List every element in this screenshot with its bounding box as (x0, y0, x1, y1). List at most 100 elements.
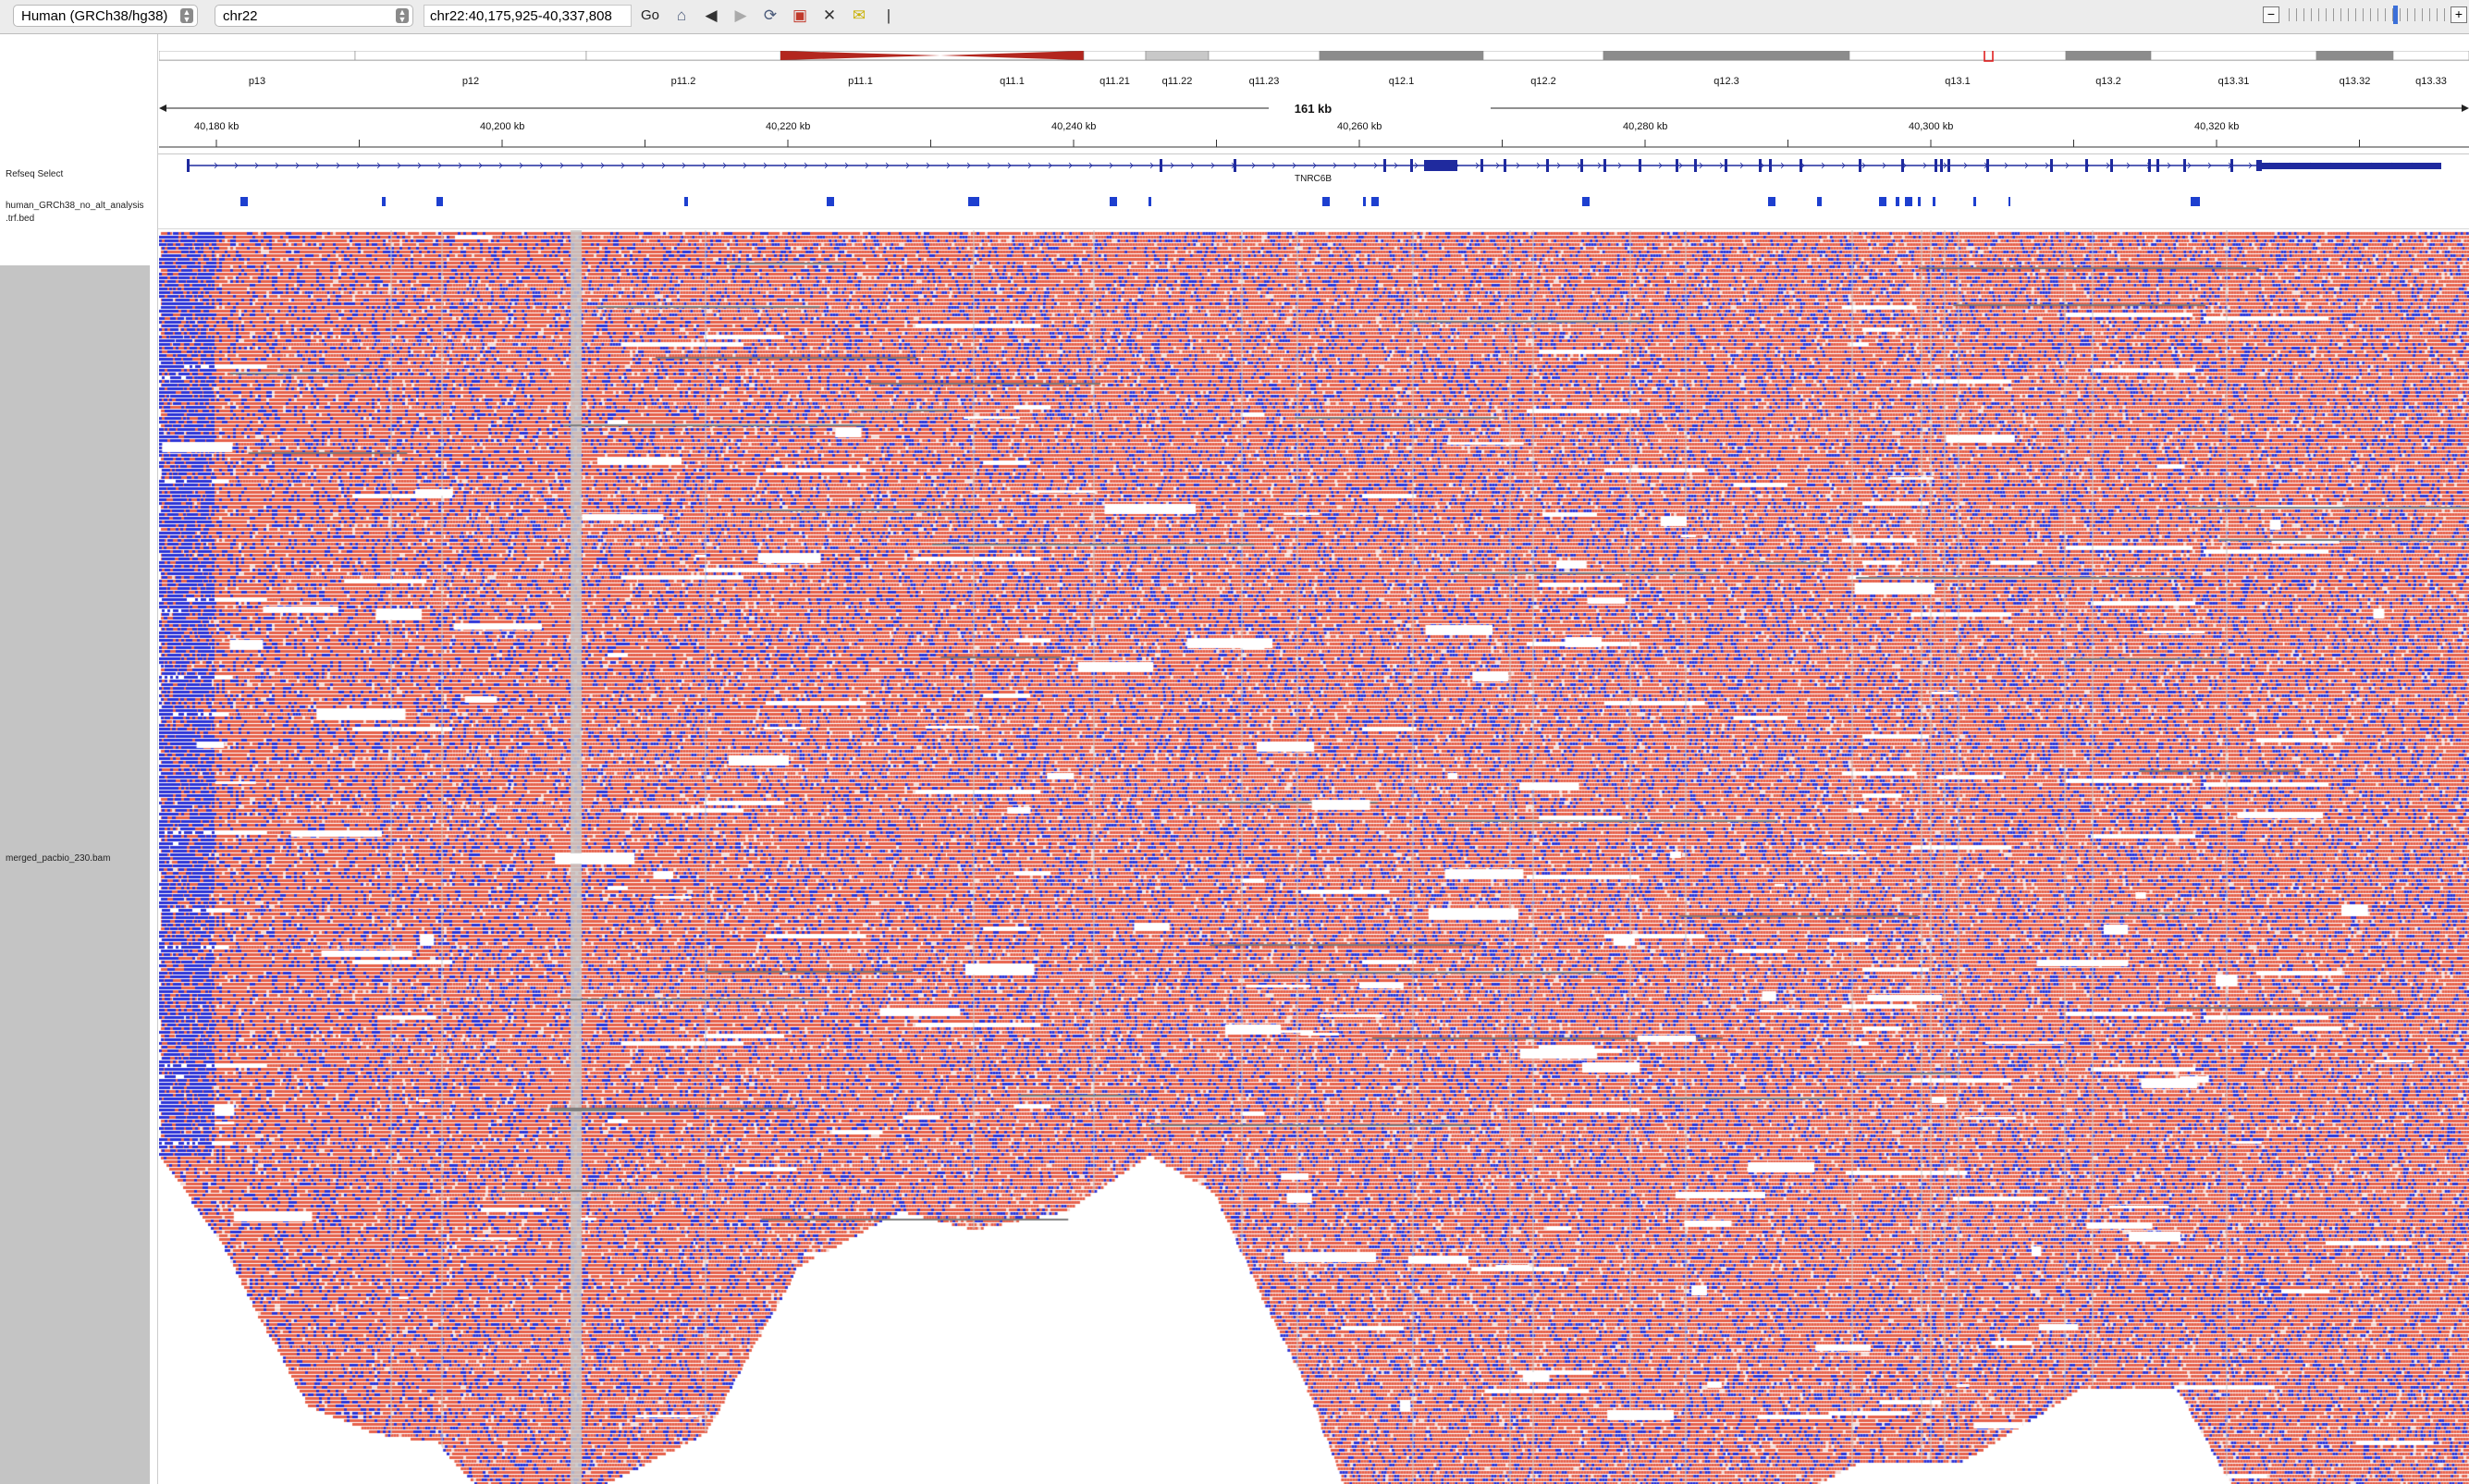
strand-arrow (1658, 162, 1663, 169)
strand-arrow (1597, 162, 1602, 169)
ideogram-band (1319, 51, 1484, 61)
track-name-trf-line1[interactable]: human_GRCh38_no_alt_analysis (6, 201, 144, 211)
dropdown-arrows-icon: ▲ ▼ (180, 8, 193, 24)
band-label: p12 (462, 76, 479, 87)
trf-feature (1879, 197, 1886, 206)
strand-arrow (1963, 162, 1968, 169)
strand-arrow (1251, 162, 1256, 169)
ideogram-band (159, 51, 356, 61)
genome-dropdown[interactable]: Human (GRCh38/hg38) ▲ ▼ (13, 5, 198, 27)
gene-exon (1504, 159, 1506, 172)
track-name-trf-line2[interactable]: .trf.bed (6, 214, 35, 224)
locus-input[interactable] (424, 5, 632, 27)
strand-arrow (661, 162, 666, 169)
gene-utr (2260, 163, 2441, 169)
strand-arrow (682, 162, 686, 169)
ruler-tick-label: 40,200 kb (480, 121, 524, 132)
back-arrow-icon[interactable]: ◀ (705, 6, 718, 24)
ruler-tick-label: 40,220 kb (766, 121, 810, 132)
genomic-ruler[interactable]: 161 kb 40,180 kb 40,200 kb 40,220 kb 40,240 … (159, 99, 2469, 154)
ruler-tick-label: 40,180 kb (194, 121, 239, 132)
ideogram-band (354, 51, 587, 61)
gene-exon (1580, 159, 1583, 172)
strand-arrow (498, 162, 503, 169)
track-name-refseq[interactable]: Refseq Select (6, 169, 64, 179)
strand-arrow (1109, 162, 1113, 169)
band-label: p13 (249, 76, 265, 87)
zoom-slider-thumb[interactable] (2393, 6, 2398, 24)
alignment-track[interactable] (159, 230, 2469, 1484)
refresh-icon[interactable]: ⟳ (763, 6, 778, 24)
ideogram-band (1145, 51, 1210, 61)
trf-feature (1110, 197, 1117, 206)
strand-arrow (1861, 162, 1866, 169)
toolbar: Human (GRCh38/hg38) ▲▼ chr22 ▲▼ Go ⌂ ◀ ▶… (0, 0, 2469, 34)
data-panel: p13 p12 p11.2 p11.1 q11.1 q11.21 q11.22 q11.23 q… (159, 34, 2469, 1484)
strand-arrow (437, 162, 442, 169)
gene-exon (1769, 159, 1772, 172)
strand-arrow (1821, 162, 1825, 169)
popup-info-icon[interactable]: ✉ (852, 6, 866, 24)
trf-feature (1896, 197, 1899, 206)
bam-track-name-area[interactable] (0, 265, 150, 1484)
strand-arrow (966, 162, 971, 169)
band-label: q13.1 (1945, 76, 1971, 87)
strand-arrow (1394, 162, 1398, 169)
trf-feature (382, 197, 386, 206)
track-name-panel: Refseq Select human_GRCh38_no_alt_analys… (0, 34, 158, 1484)
ruler-line-icon[interactable]: | (886, 6, 891, 24)
gene-exon (1947, 159, 1950, 172)
gene-label: TNRC6B (1295, 174, 1332, 184)
gene-exon (1234, 159, 1236, 172)
strand-arrow (275, 162, 279, 169)
ruler-tick-label: 40,300 kb (1909, 121, 1953, 132)
span-arrow-left (159, 104, 166, 112)
band-label: q11.23 (1249, 76, 1280, 87)
trf-feature (968, 197, 979, 206)
strand-arrow (315, 162, 320, 169)
strand-arrow (946, 162, 951, 169)
strand-arrow (336, 162, 340, 169)
gene-exon (1986, 159, 1989, 172)
centromere-band (940, 51, 1084, 60)
strand-arrow (865, 162, 869, 169)
strand-arrow (1739, 162, 1744, 169)
gene-exon (1859, 159, 1861, 172)
chromosome-dropdown[interactable]: chr22 ▲ ▼ (215, 5, 413, 27)
strand-arrow (885, 162, 890, 169)
zoom-in-icon[interactable]: + (2451, 6, 2467, 23)
strand-arrow (1312, 162, 1317, 169)
strand-arrow (783, 162, 788, 169)
home-icon[interactable]: ⌂ (676, 6, 687, 24)
gene-exon (1676, 159, 1678, 172)
strand-arrow (1699, 162, 1703, 169)
region-of-interest-icon[interactable]: ▣ (792, 6, 808, 24)
track-name-bam[interactable]: merged_pacbio_230.bam (6, 853, 111, 864)
refseq-track[interactable]: TNRC6B (159, 154, 2469, 219)
strand-arrow (1495, 162, 1500, 169)
resize-tracks-icon[interactable]: ✕ (822, 6, 837, 24)
strand-arrow (1780, 162, 1785, 169)
ideogram-band (1482, 51, 1604, 61)
current-region-marker (1984, 51, 1994, 62)
strand-arrow (1088, 162, 1093, 169)
strand-arrow (600, 162, 605, 169)
strand-arrow (1210, 162, 1215, 169)
strand-arrow (1414, 162, 1419, 169)
genome-value: Human (GRCh38/hg38) (21, 8, 168, 24)
ideogram-band (2392, 51, 2469, 61)
strand-arrow (1048, 162, 1052, 169)
ruler-tick-label: 40,240 kb (1051, 121, 1096, 132)
strand-arrow (722, 162, 727, 169)
forward-arrow-icon[interactable]: ▶ (734, 6, 747, 24)
band-label: q12.2 (1530, 76, 1556, 87)
go-button[interactable]: Go (640, 7, 659, 23)
chromosome-ideogram[interactable]: p13 p12 p11.2 p11.1 q11.1 q11.21 q11.22 q11.23 q… (159, 51, 2469, 97)
gene-exon (1901, 159, 1904, 172)
strand-arrow (478, 162, 483, 169)
zoom-scale[interactable] (2289, 8, 2446, 21)
strand-arrow (2126, 162, 2131, 169)
zoom-out-icon[interactable]: − (2263, 6, 2279, 23)
strand-arrow (1617, 162, 1622, 169)
gene-exon (1725, 159, 1727, 172)
